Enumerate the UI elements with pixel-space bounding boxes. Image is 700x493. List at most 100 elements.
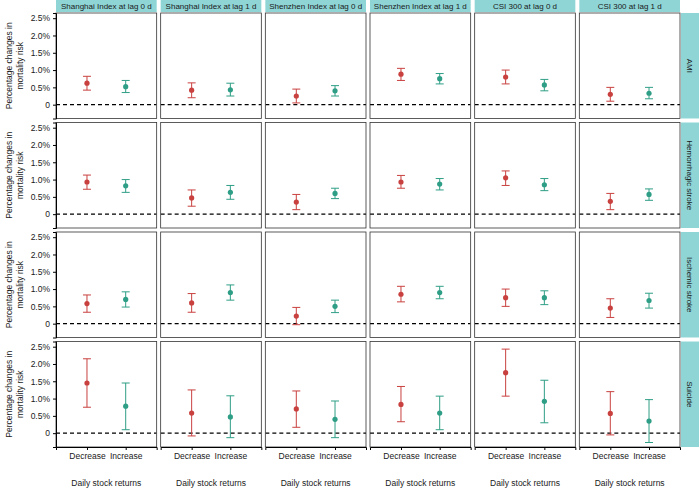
panel [579, 13, 680, 119]
plot-area [579, 293, 680, 323]
panel-frame [161, 232, 262, 338]
row-strip: Suicide [681, 342, 699, 448]
point [542, 399, 547, 404]
panel: DecreaseIncrease [161, 342, 262, 462]
panel-background [265, 13, 366, 119]
error-cap-upper [83, 358, 91, 359]
error-cap-upper [502, 170, 510, 171]
error-cap-upper [122, 291, 130, 292]
plot-area [56, 292, 157, 324]
point [84, 301, 89, 306]
y-tick: 1.0% [31, 65, 56, 75]
plot-area [475, 171, 576, 214]
error-cap-upper [122, 80, 130, 81]
error-cap-upper [645, 87, 653, 88]
panel: 00.5%1.0%1.5%2.0%2.5% [31, 232, 157, 338]
point [542, 82, 547, 87]
error-cap-lower [645, 200, 653, 201]
panel [265, 13, 366, 119]
y-axis-title: mortality risk [15, 41, 25, 89]
point [398, 72, 403, 77]
reference-line [56, 214, 157, 215]
point [503, 295, 508, 300]
panel [161, 13, 262, 119]
y-tick-mark [53, 70, 56, 71]
error-cap-upper [502, 349, 510, 350]
panel: DecreaseIncrease [579, 342, 680, 462]
panel [475, 232, 576, 338]
point [437, 411, 442, 416]
x-tick-mark [401, 447, 402, 450]
y-tick: 0 [45, 100, 56, 110]
error-cap-lower [83, 407, 91, 408]
reference-line [475, 323, 576, 324]
y-tick-mark [53, 237, 56, 238]
panel-frame [370, 123, 471, 229]
panel-background [475, 342, 576, 448]
error-cap-lower [83, 189, 91, 190]
point [437, 290, 442, 295]
y-tick: 1.0% [31, 284, 56, 294]
reference-line [265, 433, 366, 434]
panel-background [265, 232, 366, 338]
x-axis: DecreaseIncrease [580, 447, 681, 461]
error-cap-lower [331, 198, 339, 199]
error-cap-lower [606, 209, 614, 210]
row-strip: AMI [681, 13, 699, 119]
y-tick-label: 0.5% [31, 83, 51, 93]
y-tick: 2.5% [31, 13, 56, 23]
plot-area [161, 390, 262, 438]
strip-background [681, 232, 699, 338]
x-axis-title: Daily stock returns [176, 478, 246, 488]
x-axis-title: Daily stock returns [595, 478, 665, 488]
plot-area [265, 300, 366, 325]
y-axis-line [53, 123, 57, 229]
y-tick-mark [53, 381, 56, 382]
y-tick: 1.5% [31, 267, 56, 277]
panel-frame [475, 342, 576, 448]
y-tick-label: 0 [45, 319, 50, 329]
point [123, 404, 128, 409]
y-tick-mark [53, 416, 56, 417]
y-tick-label: 2.5% [31, 232, 51, 242]
error-cap-upper [436, 286, 444, 287]
y-tick: 1.5% [31, 157, 56, 167]
reference-line [370, 433, 471, 434]
reference-line [161, 104, 262, 105]
y-tick: 1.0% [31, 394, 56, 404]
error-cap-upper [397, 286, 405, 287]
error-cap-upper [292, 89, 300, 90]
column-title: CSI 300 at lag 0 d [493, 2, 557, 11]
x-axis: DecreaseIncrease [371, 447, 472, 461]
error-cap-upper [292, 390, 300, 391]
panel-frame [161, 342, 262, 448]
error-cap-upper [226, 395, 234, 396]
y-tick-mark [53, 433, 56, 434]
error-cap-upper [83, 76, 91, 77]
x-tick-mark [506, 447, 507, 450]
point [332, 191, 337, 196]
panel-background [475, 13, 576, 119]
panel-background [56, 123, 157, 229]
panel-frame [370, 232, 471, 338]
error-cap-lower [502, 396, 510, 397]
plot-area [370, 175, 471, 214]
error-cap-upper [397, 175, 405, 176]
plot-area [579, 392, 680, 443]
error-cap-upper [331, 85, 339, 86]
x-axis: DecreaseIncrease [266, 447, 367, 461]
plot-area [579, 87, 680, 104]
error-cap-upper [502, 289, 510, 290]
panel [370, 123, 471, 229]
y-axis: 00.5%1.0%1.5%2.0%2.5% [31, 342, 57, 448]
point [646, 298, 651, 303]
panel-background [265, 123, 366, 229]
panel: DecreaseIncrease [475, 342, 576, 462]
x-tick-label: Increase [633, 451, 666, 461]
y-tick: 2.0% [31, 140, 56, 150]
point [294, 93, 299, 98]
error-cap-upper [606, 193, 614, 194]
error-cap-upper [331, 300, 339, 301]
x-axis-title: Daily stock returns [71, 478, 141, 488]
reference-line [370, 104, 471, 105]
